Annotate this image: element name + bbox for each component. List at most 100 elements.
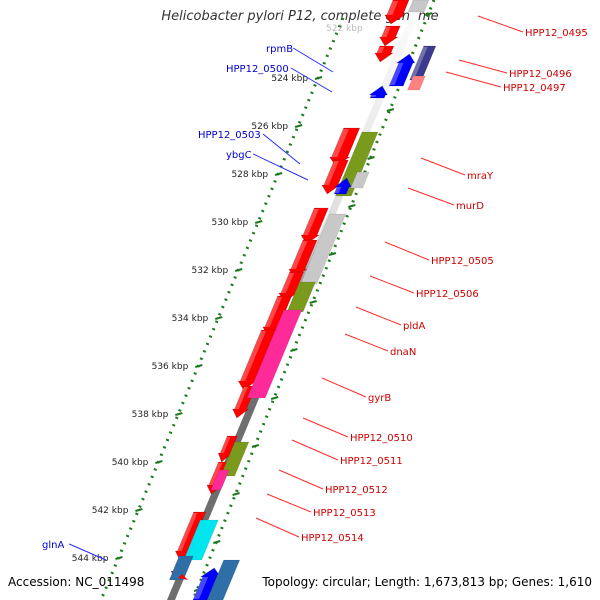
forward-gene-0497-shape	[388, 53, 416, 87]
reverse-leader-line	[266, 493, 312, 513]
reverse-gene	[384, 0, 410, 25]
reverse-gene-shape	[379, 25, 401, 47]
reverse-gene-label: HPP12_0512	[325, 485, 388, 496]
reverse-gene-label: HPP12_0506	[416, 289, 479, 300]
cog-block-hpp0495	[407, 0, 430, 13]
outer-tick	[270, 395, 279, 401]
forward-gene-ybgC-highlight	[334, 187, 342, 193]
forward-gene-0500	[368, 85, 388, 99]
reverse-gene	[321, 159, 349, 195]
kbp-label: 538 kbp	[132, 410, 169, 420]
forward-gene-0500-highlight	[370, 95, 377, 97]
reverse-leader-line	[355, 306, 402, 326]
inner-tick	[214, 315, 223, 321]
outer-tick	[290, 347, 298, 353]
cog-block-0512	[210, 469, 230, 491]
forward-gene-0500-shape	[368, 85, 388, 99]
inner-tick	[175, 411, 183, 417]
outer-tick	[212, 539, 221, 545]
forward-gene-0497	[388, 53, 416, 87]
inner-dotted-track	[99, 17, 345, 600]
kbp-label: 524 kbp	[271, 74, 308, 84]
inner-tick	[115, 555, 123, 561]
forward-gene-ybgC-shape	[333, 177, 352, 195]
inner-tick	[274, 171, 283, 177]
kbp-label: 530 kbp	[211, 218, 248, 228]
inner-tick	[234, 267, 243, 273]
kbp-label: 544 kbp	[72, 554, 109, 564]
forward-gene-rpmB-highlight	[410, 47, 428, 79]
reverse-gene-highlight	[220, 437, 231, 453]
reverse-gene-highlight	[381, 27, 391, 37]
forward-leader-line	[290, 67, 333, 93]
outer-tick	[425, 11, 433, 17]
reverse-gene-highlight	[280, 273, 295, 293]
kbp-label: 526 kbp	[251, 122, 288, 132]
reverse-gene-highlight	[264, 297, 283, 327]
cog-block-hpp0505	[300, 213, 347, 285]
gene-labels: rpmB HPP12_0500 HPP12_0503 ybgC glnA HPP12_04…	[42, 15, 588, 561]
inner-tick	[314, 75, 323, 81]
reverse-leader-line	[407, 187, 455, 206]
reverse-gene	[374, 45, 395, 63]
reverse-gene-highlight	[303, 209, 319, 235]
reverse-leader-line	[291, 439, 339, 461]
reverse-gene	[174, 511, 207, 561]
kbp-label: 542 kbp	[92, 506, 129, 516]
reverse-gene-highlight	[177, 513, 198, 551]
reverse-gene-label: gyrB	[368, 393, 391, 404]
reverse-gene	[379, 25, 401, 47]
cog-block-0514	[183, 519, 219, 561]
forward-gene-label: glnA	[42, 540, 64, 551]
reverse-gene-label: HPP12_0511	[340, 456, 403, 467]
cog-block-0503	[350, 171, 370, 189]
forward-gene-glnA-highlight	[193, 577, 209, 599]
reverse-gene-label: HPP12_0514	[301, 533, 364, 544]
kbp-label: 528 kbp	[231, 170, 268, 180]
reverse-leader-line	[477, 15, 524, 33]
forward-leader-line	[252, 153, 309, 181]
forward-gene-label: rpmB	[266, 44, 293, 55]
accession-label: Accession: NC_011498	[8, 575, 145, 589]
cog-block-glnA	[206, 559, 241, 600]
reverse-gene-shape	[384, 0, 410, 25]
reverse-gene-highlight	[240, 331, 266, 381]
reverse-gene-highlight	[323, 161, 339, 185]
reverse-gene-shape	[321, 159, 349, 195]
kbp-label: 536 kbp	[152, 362, 189, 372]
reverse-leader-line	[302, 417, 349, 438]
reverse-leader-line	[384, 241, 430, 261]
reverse-gene	[217, 435, 238, 463]
outer-tick	[251, 443, 260, 449]
reverse-gene	[300, 207, 329, 245]
reverse-gene-label: dnaN	[390, 347, 416, 358]
reverse-gene-label: HPP12_0510	[350, 433, 413, 444]
reverse-leader-line	[420, 157, 466, 176]
reverse-gene-label: pldA	[403, 321, 425, 332]
forward-leader-line	[69, 543, 107, 561]
forward-leader-line	[262, 133, 301, 165]
reverse-leader-line	[255, 517, 300, 538]
inner-tick	[254, 219, 263, 225]
forward-gene-label: HPP12_0500	[226, 64, 289, 75]
cog-block-0500	[407, 75, 426, 91]
reverse-gene-label: HPP12_0495	[525, 28, 588, 39]
reverse-gene-shape	[300, 207, 329, 245]
reverse-gene-label: HPP12_0505	[431, 256, 494, 267]
forward-leader-line	[292, 47, 334, 73]
reverse-leader-line	[344, 333, 389, 352]
reverse-gene-highlight	[234, 387, 248, 409]
map-title: Helicobacter pylori P12, complete genome	[161, 9, 439, 24]
outer-tick	[309, 299, 317, 305]
cog-block-dnaN	[246, 309, 303, 399]
reverse-gene-shape	[217, 435, 238, 463]
kbp-label: 534 kbp	[172, 314, 209, 324]
reverse-gene-shape	[174, 511, 207, 561]
outer-tick	[328, 251, 337, 257]
inner-tick	[294, 123, 303, 129]
reverse-gene-highlight	[208, 463, 223, 485]
outer-tick	[232, 491, 240, 497]
forward-gene-label: ybgC	[226, 150, 252, 161]
